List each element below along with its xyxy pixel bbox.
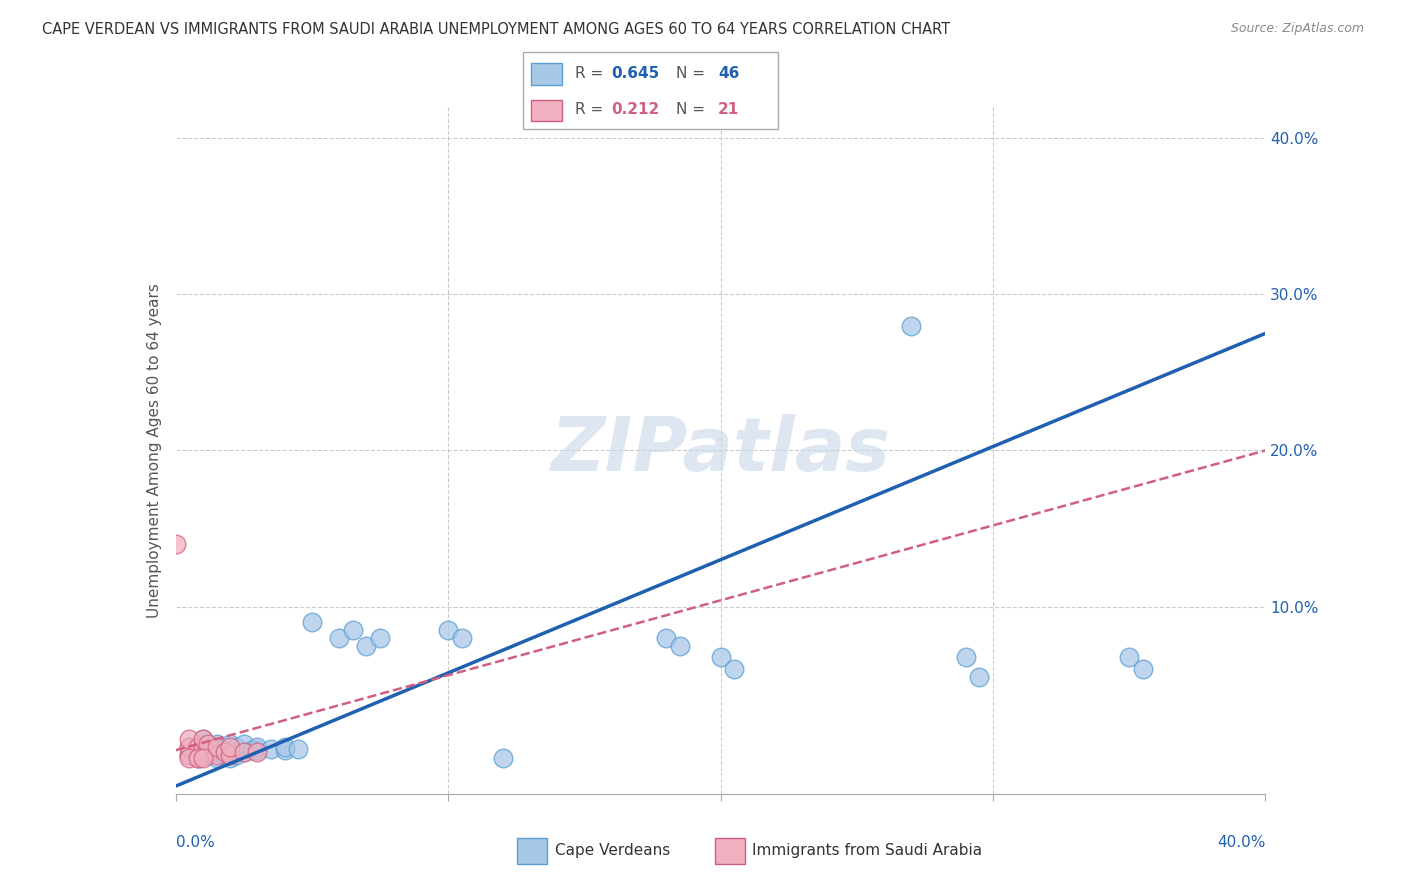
Point bbox=[179, 747, 201, 762]
Y-axis label: Unemployment Among Ages 60 to 64 years: Unemployment Among Ages 60 to 64 years bbox=[146, 283, 162, 618]
Point bbox=[219, 737, 242, 751]
Point bbox=[219, 751, 242, 765]
Text: N =: N = bbox=[676, 66, 710, 81]
Point bbox=[723, 662, 745, 676]
Text: ZIPatlas: ZIPatlas bbox=[551, 414, 890, 487]
Point bbox=[219, 740, 242, 755]
Point bbox=[197, 745, 219, 759]
Text: Source: ZipAtlas.com: Source: ZipAtlas.com bbox=[1230, 22, 1364, 36]
Point bbox=[710, 649, 733, 664]
Point bbox=[274, 740, 297, 755]
Point bbox=[219, 745, 242, 759]
Text: 0.0%: 0.0% bbox=[176, 835, 215, 850]
Point bbox=[356, 639, 378, 653]
Text: Cape Verdeans: Cape Verdeans bbox=[554, 844, 669, 858]
Text: 46: 46 bbox=[718, 66, 740, 81]
Point bbox=[191, 747, 214, 762]
Point bbox=[1132, 662, 1154, 676]
Point bbox=[191, 751, 214, 765]
Point bbox=[179, 740, 201, 755]
Text: 0.212: 0.212 bbox=[612, 103, 659, 117]
Point bbox=[246, 745, 269, 759]
Point bbox=[186, 751, 209, 765]
Point bbox=[450, 631, 472, 645]
Text: Immigrants from Saudi Arabia: Immigrants from Saudi Arabia bbox=[752, 844, 983, 858]
Point bbox=[668, 639, 690, 653]
Point bbox=[342, 623, 364, 637]
Point bbox=[260, 741, 283, 756]
Point bbox=[214, 740, 236, 755]
Point bbox=[240, 743, 263, 757]
Point bbox=[179, 732, 201, 747]
FancyBboxPatch shape bbox=[530, 100, 562, 121]
Point bbox=[900, 318, 922, 333]
Point bbox=[214, 747, 236, 762]
Point bbox=[368, 631, 391, 645]
Point bbox=[225, 740, 247, 755]
Point bbox=[301, 615, 323, 630]
Point bbox=[179, 747, 201, 762]
Text: 0.645: 0.645 bbox=[612, 66, 659, 81]
Point bbox=[246, 743, 269, 757]
Text: CAPE VERDEAN VS IMMIGRANTS FROM SAUDI ARABIA UNEMPLOYMENT AMONG AGES 60 TO 64 YE: CAPE VERDEAN VS IMMIGRANTS FROM SAUDI AR… bbox=[42, 22, 950, 37]
Point bbox=[955, 649, 977, 664]
Point bbox=[179, 740, 201, 755]
Point bbox=[437, 623, 460, 637]
Point bbox=[328, 631, 350, 645]
Point bbox=[197, 747, 219, 762]
Point bbox=[969, 670, 991, 684]
FancyBboxPatch shape bbox=[716, 838, 745, 864]
Point bbox=[232, 745, 254, 759]
Point bbox=[205, 740, 228, 755]
Point bbox=[186, 751, 209, 765]
Point bbox=[205, 737, 228, 751]
Point bbox=[197, 737, 219, 751]
Point bbox=[246, 740, 269, 755]
Point bbox=[205, 747, 228, 762]
Text: R =: R = bbox=[575, 66, 607, 81]
Point bbox=[191, 740, 214, 755]
Point bbox=[205, 751, 228, 765]
Point bbox=[205, 745, 228, 759]
Text: R =: R = bbox=[575, 103, 607, 117]
Point bbox=[214, 745, 236, 759]
Point bbox=[225, 747, 247, 762]
Point bbox=[179, 751, 201, 765]
Point bbox=[1118, 649, 1140, 664]
Point bbox=[197, 740, 219, 755]
Point bbox=[274, 743, 297, 757]
Point bbox=[191, 745, 214, 759]
Point bbox=[287, 741, 309, 756]
Point bbox=[186, 740, 209, 755]
Point bbox=[191, 747, 214, 762]
Point bbox=[165, 537, 187, 551]
Point bbox=[655, 631, 678, 645]
FancyBboxPatch shape bbox=[523, 52, 778, 128]
Text: N =: N = bbox=[676, 103, 710, 117]
FancyBboxPatch shape bbox=[530, 63, 562, 86]
Point bbox=[232, 745, 254, 759]
Text: 21: 21 bbox=[718, 103, 740, 117]
Text: 40.0%: 40.0% bbox=[1218, 835, 1265, 850]
Point bbox=[191, 737, 214, 751]
Point bbox=[219, 747, 242, 762]
Point bbox=[492, 751, 515, 765]
Point bbox=[191, 732, 214, 747]
Point bbox=[186, 743, 209, 757]
Point bbox=[232, 737, 254, 751]
FancyBboxPatch shape bbox=[517, 838, 547, 864]
Point bbox=[191, 732, 214, 747]
Point bbox=[186, 747, 209, 762]
